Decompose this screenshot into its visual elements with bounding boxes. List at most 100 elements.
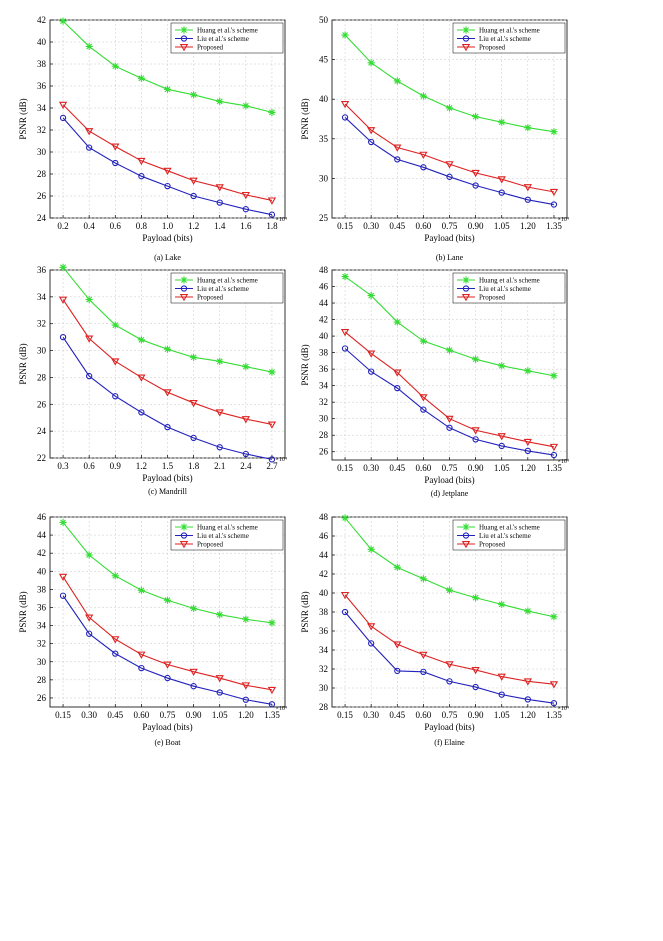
data-point <box>523 184 532 192</box>
x-tick-label: 0.60 <box>134 710 150 720</box>
x-tick-label: 2.1 <box>214 461 225 471</box>
legend-marker <box>462 26 470 34</box>
data-point <box>111 143 120 151</box>
x-tick-label: 1.05 <box>212 710 228 720</box>
chart-caption: (d) Jetplane <box>431 489 469 498</box>
data-point <box>549 681 559 689</box>
x-tick-label: 0.60 <box>416 710 432 720</box>
data-point <box>85 335 94 343</box>
y-tick-label: 34 <box>319 381 329 391</box>
chart-panel-4: 0.15 0.30 0.45 0.60 0.75 0.90 1.05 1.20 1.35 26 28… <box>300 265 569 498</box>
series-2 <box>59 114 276 218</box>
y-tick-label: 50 <box>319 15 329 25</box>
data-point <box>190 91 198 99</box>
y-tick-label: 44 <box>37 530 47 540</box>
y-axis-label: PSNR (dB) <box>18 343 28 384</box>
series-3 <box>58 573 277 695</box>
data-point <box>59 263 67 271</box>
x-tick-label: 1.5 <box>162 461 174 471</box>
data-point <box>393 144 402 152</box>
data-point <box>472 113 480 121</box>
data-point <box>498 600 506 608</box>
x-tick-label: 1.4 <box>214 221 226 231</box>
data-point <box>419 337 427 345</box>
data-point <box>394 384 401 392</box>
x-multiplier-label: ×10⁴ <box>558 459 569 465</box>
y-tick-label: 46 <box>37 512 47 522</box>
series-1 <box>341 31 558 136</box>
y-tick-label: 34 <box>37 621 47 631</box>
data-point <box>86 144 93 151</box>
data-point <box>498 362 506 370</box>
data-point <box>420 668 427 675</box>
x-tick-label: 2.4 <box>240 461 252 471</box>
x-tick-label: 2.7 <box>266 461 278 471</box>
data-point <box>59 592 67 599</box>
data-point <box>111 358 120 366</box>
x-tick-label: 0.90 <box>186 710 202 720</box>
series-3 <box>340 329 559 452</box>
data-point <box>190 192 197 200</box>
legend-marker <box>179 294 189 302</box>
legend-marker <box>461 44 471 52</box>
legend-marker <box>462 532 470 539</box>
x-axis-label: Payload (bits) <box>424 722 474 732</box>
series-line <box>344 103 555 193</box>
data-point <box>368 138 375 146</box>
data-point <box>472 594 480 602</box>
data-point <box>189 177 198 185</box>
series-line <box>344 594 555 685</box>
data-point <box>445 586 454 594</box>
data-point <box>550 201 558 208</box>
legend-label: Huang et al.'s scheme <box>197 524 258 532</box>
legend-marker <box>462 276 470 284</box>
data-point <box>242 102 250 110</box>
y-tick-label: 36 <box>37 602 47 612</box>
data-point <box>164 423 171 431</box>
chart-caption: (b) Lane <box>436 253 464 262</box>
data-point <box>163 345 172 353</box>
data-point <box>367 127 376 135</box>
y-tick-label: 30 <box>319 173 329 183</box>
data-point <box>471 169 480 178</box>
y-tick-label: 28 <box>37 675 47 685</box>
chart-panel-2: 0.15 0.30 0.45 0.60 0.75 0.90 1.05 1.20 1.35 25 30… <box>300 15 569 262</box>
legend-marker <box>461 294 471 302</box>
x-tick-label: 0.30 <box>363 710 379 720</box>
x-tick-label: 0.15 <box>337 463 353 473</box>
series-line <box>344 117 555 206</box>
data-point <box>216 444 223 451</box>
y-tick-label: 38 <box>319 348 329 358</box>
data-point <box>393 563 401 571</box>
y-tick-label: 35 <box>319 134 329 144</box>
legend-marker <box>180 523 188 531</box>
data-point <box>446 173 453 180</box>
x-multiplier-label: ×10⁴ <box>276 706 287 712</box>
x-tick-label: 0.15 <box>55 710 71 720</box>
data-point <box>550 700 558 707</box>
legend-marker <box>462 285 470 292</box>
data-point <box>446 678 453 685</box>
data-point <box>524 124 532 132</box>
data-point <box>550 128 558 136</box>
data-point <box>393 641 402 649</box>
data-point <box>242 363 250 371</box>
data-point <box>163 596 172 604</box>
data-point <box>524 607 532 615</box>
x-tick-label: 1.6 <box>240 221 252 231</box>
y-tick-label: 40 <box>319 588 329 598</box>
legend-marker <box>179 541 189 549</box>
data-point <box>341 345 349 352</box>
x-tick-label: 1.2 <box>188 221 199 231</box>
series-line <box>62 104 273 201</box>
legend-marker <box>180 276 188 284</box>
y-tick-label: 44 <box>319 298 329 308</box>
data-point <box>523 438 532 447</box>
chart-panel-1: 0.2 0.4 0.6 0.8 1.0 1.2 1.4 1.6 1.8 24 26 28 30 32 34 3… <box>18 15 287 262</box>
data-point <box>472 683 479 691</box>
data-point <box>58 296 68 304</box>
y-tick-label: 32 <box>319 397 328 407</box>
data-point <box>267 197 277 205</box>
chart-panel-6: 0.15 0.30 0.45 0.60 0.75 0.90 1.05 1.20 1.35 28 30… <box>300 512 569 747</box>
